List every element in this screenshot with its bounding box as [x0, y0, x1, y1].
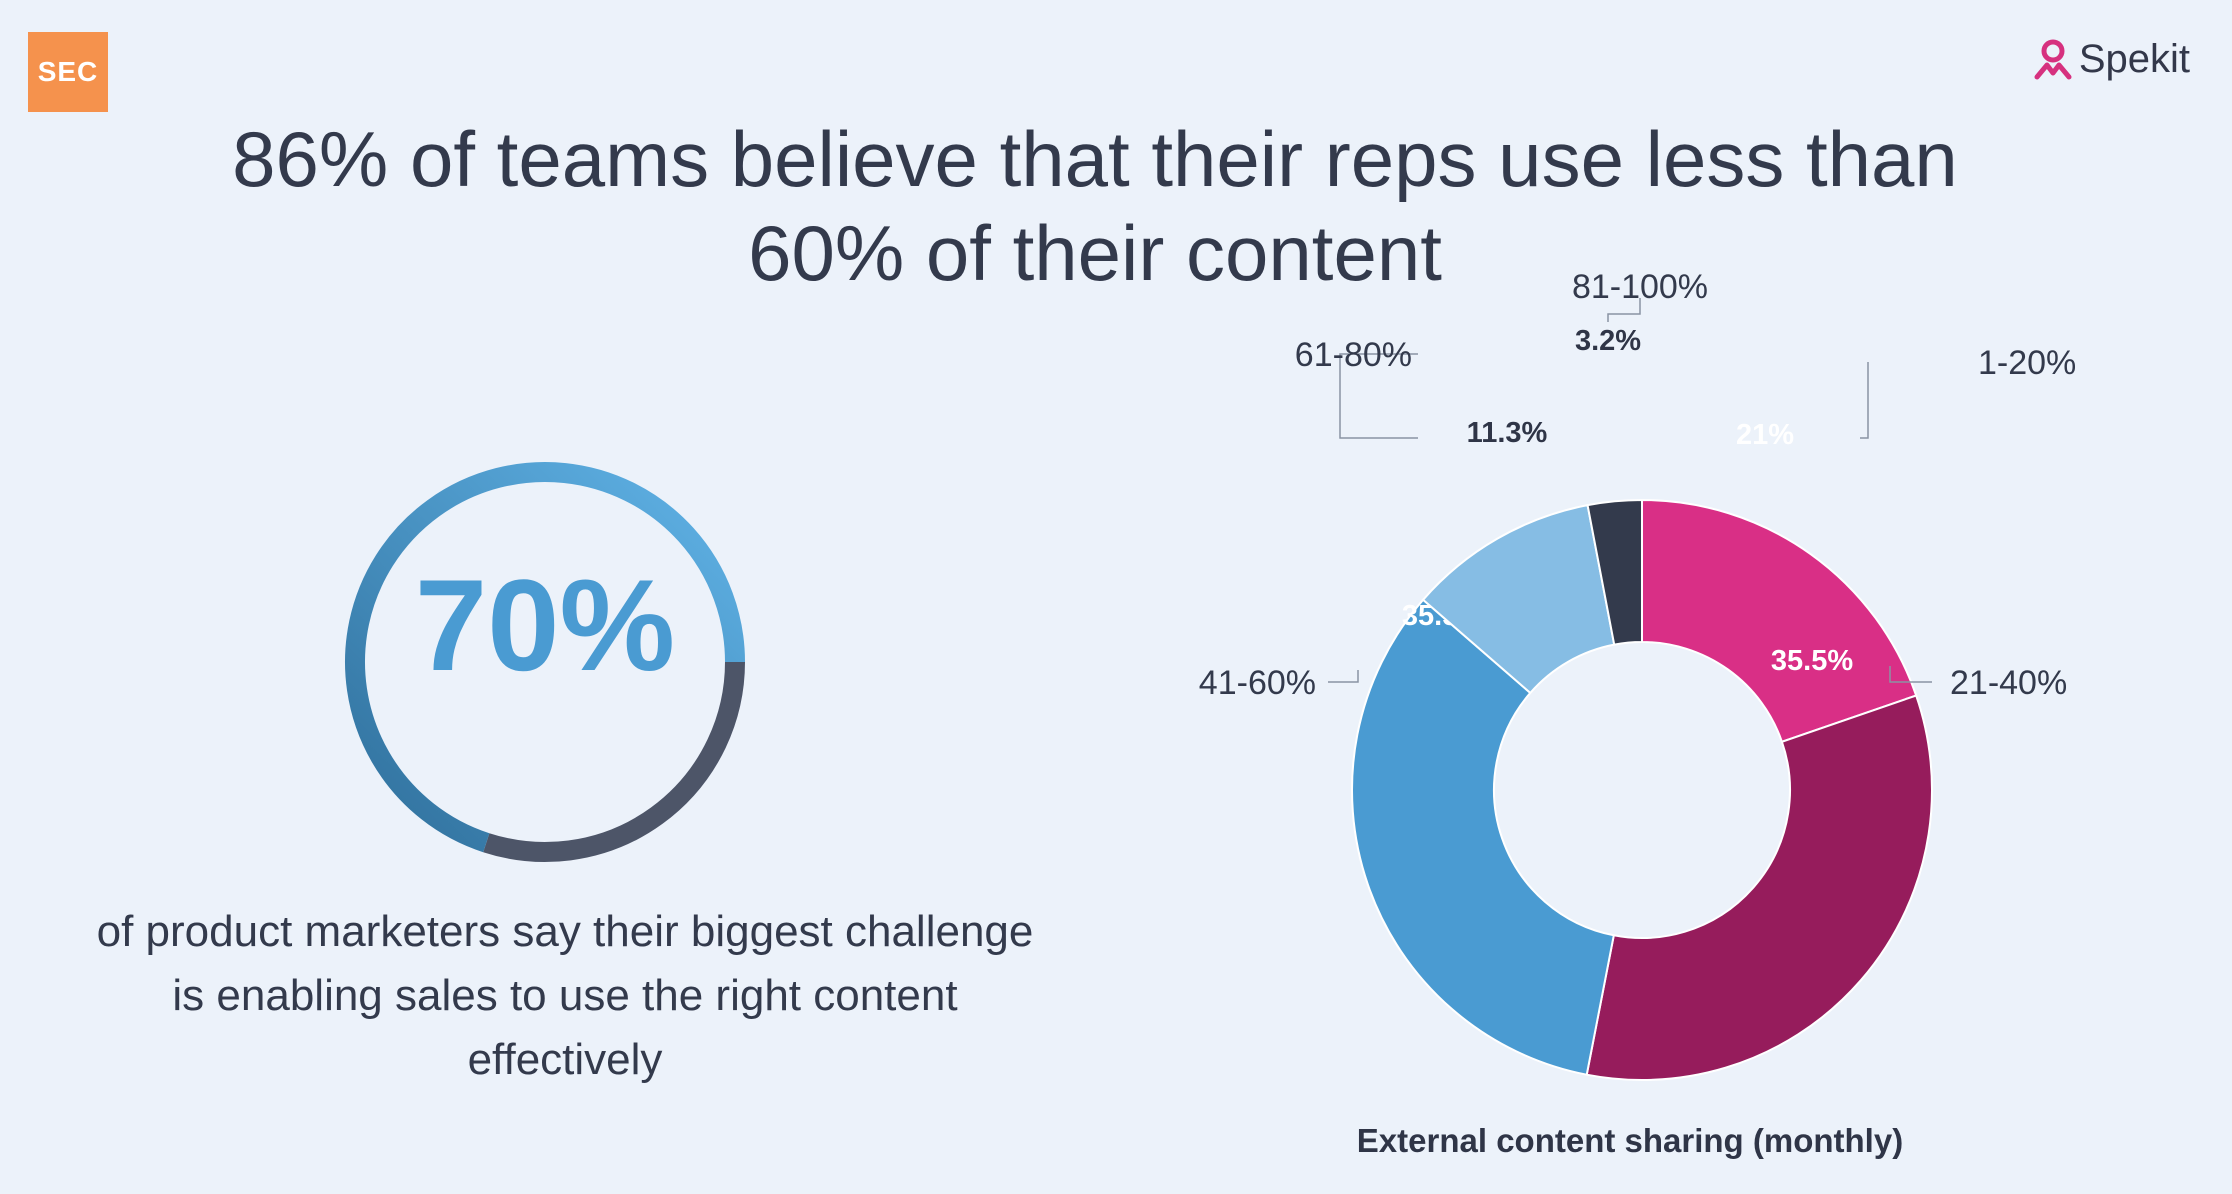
chart-title: External content sharing (monthly)	[1356, 1122, 1904, 1159]
donut-chart: 21%1-20%35.5%21-40%35.5%41-60%11.3%61-80…	[1199, 268, 2076, 1081]
donut-value-label: 35.5%	[1771, 645, 1853, 677]
sec-logo-text: SEC	[37, 56, 99, 87]
donut-category-label: 21-40%	[1950, 664, 2067, 702]
spekit-icon	[2034, 39, 2072, 80]
stat-value: 70%	[414, 552, 676, 698]
donut-leader-line	[1607, 298, 1641, 322]
donut-category-label: 81-100%	[1572, 268, 1708, 306]
donut-slice-1-20%	[1641, 498, 1918, 744]
donut-category-label: 41-60%	[1199, 664, 1316, 702]
donut-leader-line	[1889, 666, 1932, 683]
sec-logo: SEC	[28, 32, 108, 112]
donut-leader-line	[1339, 353, 1418, 439]
donut-value-label: 11.3%	[1467, 417, 1548, 449]
donut-value-label: 21%	[1736, 419, 1794, 451]
stat-ring-fill	[345, 462, 745, 853]
stat-caption: of product marketers say their biggest c…	[96, 907, 1034, 1084]
stat-ring-remainder	[483, 661, 745, 862]
headline: 86% of teams believe that their reps use…	[232, 115, 1958, 297]
donut-value-label: 3.2%	[1575, 325, 1641, 357]
donut-category-label: 1-20%	[1978, 344, 2076, 382]
spekit-logo: Spekit	[2033, 34, 2190, 84]
stat-progress-ring	[345, 462, 745, 862]
spekit-wordmark: Spekit	[2078, 36, 2190, 81]
donut-slice-21-40%	[1585, 694, 1933, 1081]
donut-slice-41-60%	[1351, 598, 1615, 1076]
donut-slice-81-100%	[1586, 498, 1643, 646]
donut-category-label: 61-80%	[1295, 336, 1412, 374]
donut-leader-line	[1860, 362, 1869, 439]
donut-leader-line	[1328, 670, 1359, 683]
